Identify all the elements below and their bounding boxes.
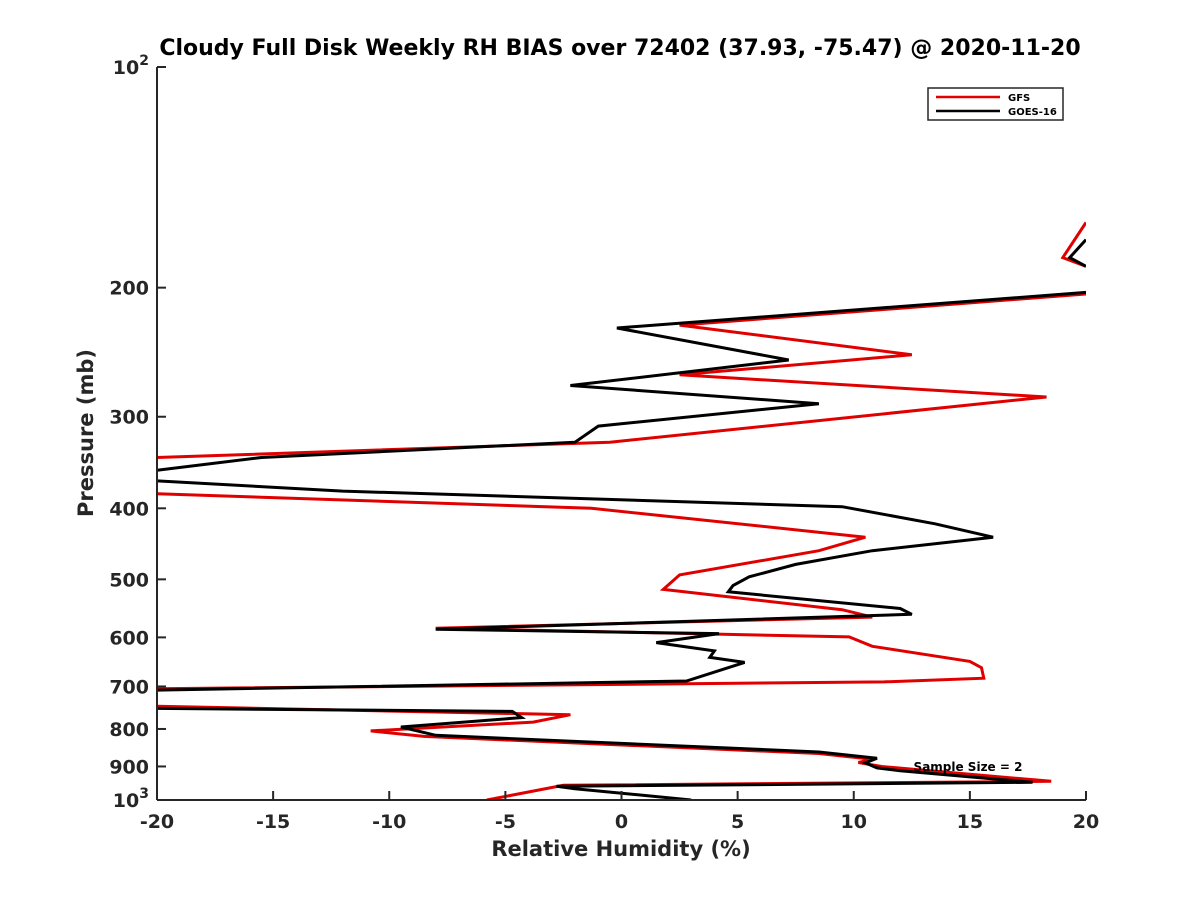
axes-layer: -20 -15 -10 -5 0 5 10 15 20102200300400500600700… <box>109 53 1099 833</box>
legend-label-gfs: GFS <box>1008 93 1030 104</box>
y-tick-label: 600 <box>109 627 149 649</box>
y-tick-label: 700 <box>109 676 149 698</box>
legend-box <box>927 87 1064 121</box>
y-tick-exponent: 2 <box>139 53 149 69</box>
legend-label-goes-16: GOES-16 <box>1008 107 1057 118</box>
y-axis-label: Pressure (mb) <box>74 349 98 517</box>
y-tick-label: 300 <box>109 407 149 429</box>
y-tick-label: 500 <box>109 569 149 591</box>
y-tick-label: 900 <box>109 756 149 778</box>
x-tick-label: -20 <box>140 811 174 833</box>
y-tick-base: 10 <box>113 790 139 812</box>
plot-background <box>157 67 1086 800</box>
y-tick-label: 103 <box>113 786 149 812</box>
y-tick-base: 10 <box>113 57 139 79</box>
sample-size-annotation: Sample Size = 2 <box>914 760 1023 774</box>
x-tick-label: 15 <box>957 811 983 833</box>
series-line-goes-16-seg-0 <box>1067 238 1086 268</box>
y-tick-label: 800 <box>109 719 149 741</box>
x-tick-label: 10 <box>841 811 867 833</box>
series-line-goes-16-seg-1 <box>157 290 1086 472</box>
series-line-goes-16-seg-3 <box>157 706 1033 800</box>
y-tick-label: 102 <box>113 53 149 79</box>
y-tick-exponent: 3 <box>139 786 149 802</box>
chart-title: Cloudy Full Disk Weekly RH BIAS over 724… <box>159 36 1080 61</box>
series-line-goes-16-seg-2 <box>157 479 994 692</box>
x-tick-label: -5 <box>495 811 516 833</box>
x-tick-label: 5 <box>731 811 744 833</box>
plot-area <box>157 67 1086 800</box>
x-tick-label: 20 <box>1073 811 1099 833</box>
y-tick-label: 400 <box>109 498 149 520</box>
x-tick-label: -10 <box>372 811 406 833</box>
x-axis-label: Relative Humidity (%) <box>491 837 750 861</box>
series-layer <box>157 221 1086 800</box>
x-tick-label: -15 <box>256 811 290 833</box>
y-tick-label: 200 <box>109 278 149 300</box>
series-line-gfs-seg-1 <box>157 292 1086 459</box>
x-tick-label: 0 <box>615 811 628 833</box>
legend: GFS GOES-16 <box>927 87 1064 121</box>
